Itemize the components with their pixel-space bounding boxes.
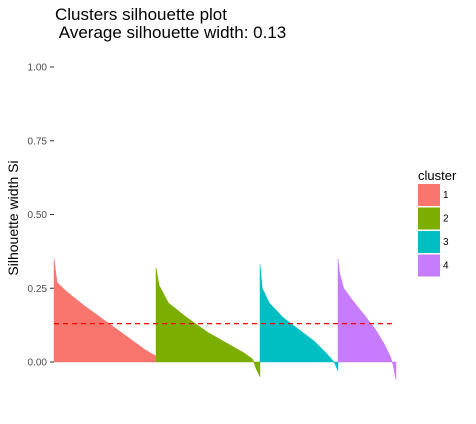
plot-area xyxy=(53,258,397,380)
legend-label-cluster-3: 3 xyxy=(443,237,449,248)
cluster-3-silhouette xyxy=(259,264,339,372)
legend-key-cluster-2 xyxy=(418,207,440,230)
legend-title: cluster xyxy=(418,168,457,183)
y-axis: 0.00 0.25 0.50 0.75 1.00 xyxy=(28,63,54,369)
legend-label-cluster-1: 1 xyxy=(443,190,449,201)
y-tick-label: 0.75 xyxy=(28,136,48,147)
y-tick-label: 1.00 xyxy=(28,63,48,74)
legend-key-cluster-4 xyxy=(418,254,440,277)
legend-key-cluster-3 xyxy=(418,231,440,253)
legend: cluster 1 2 3 4 xyxy=(418,168,457,277)
chart-subtitle: Average silhouette width: 0.13 xyxy=(55,23,286,42)
y-tick-label: 0.25 xyxy=(28,284,48,295)
cluster-4-silhouette xyxy=(337,258,397,380)
chart-title: Clusters silhouette plot xyxy=(55,5,227,24)
legend-label-cluster-2: 2 xyxy=(443,214,449,225)
y-tick-label: 0.50 xyxy=(28,210,48,221)
cluster-2-silhouette xyxy=(155,267,261,377)
legend-key-cluster-1 xyxy=(418,184,440,206)
cluster-1-silhouette xyxy=(53,258,157,363)
y-tick-label: 0.00 xyxy=(28,358,48,369)
legend-label-cluster-4: 4 xyxy=(443,261,449,272)
y-axis-title: Silhouette width Si xyxy=(5,160,21,275)
